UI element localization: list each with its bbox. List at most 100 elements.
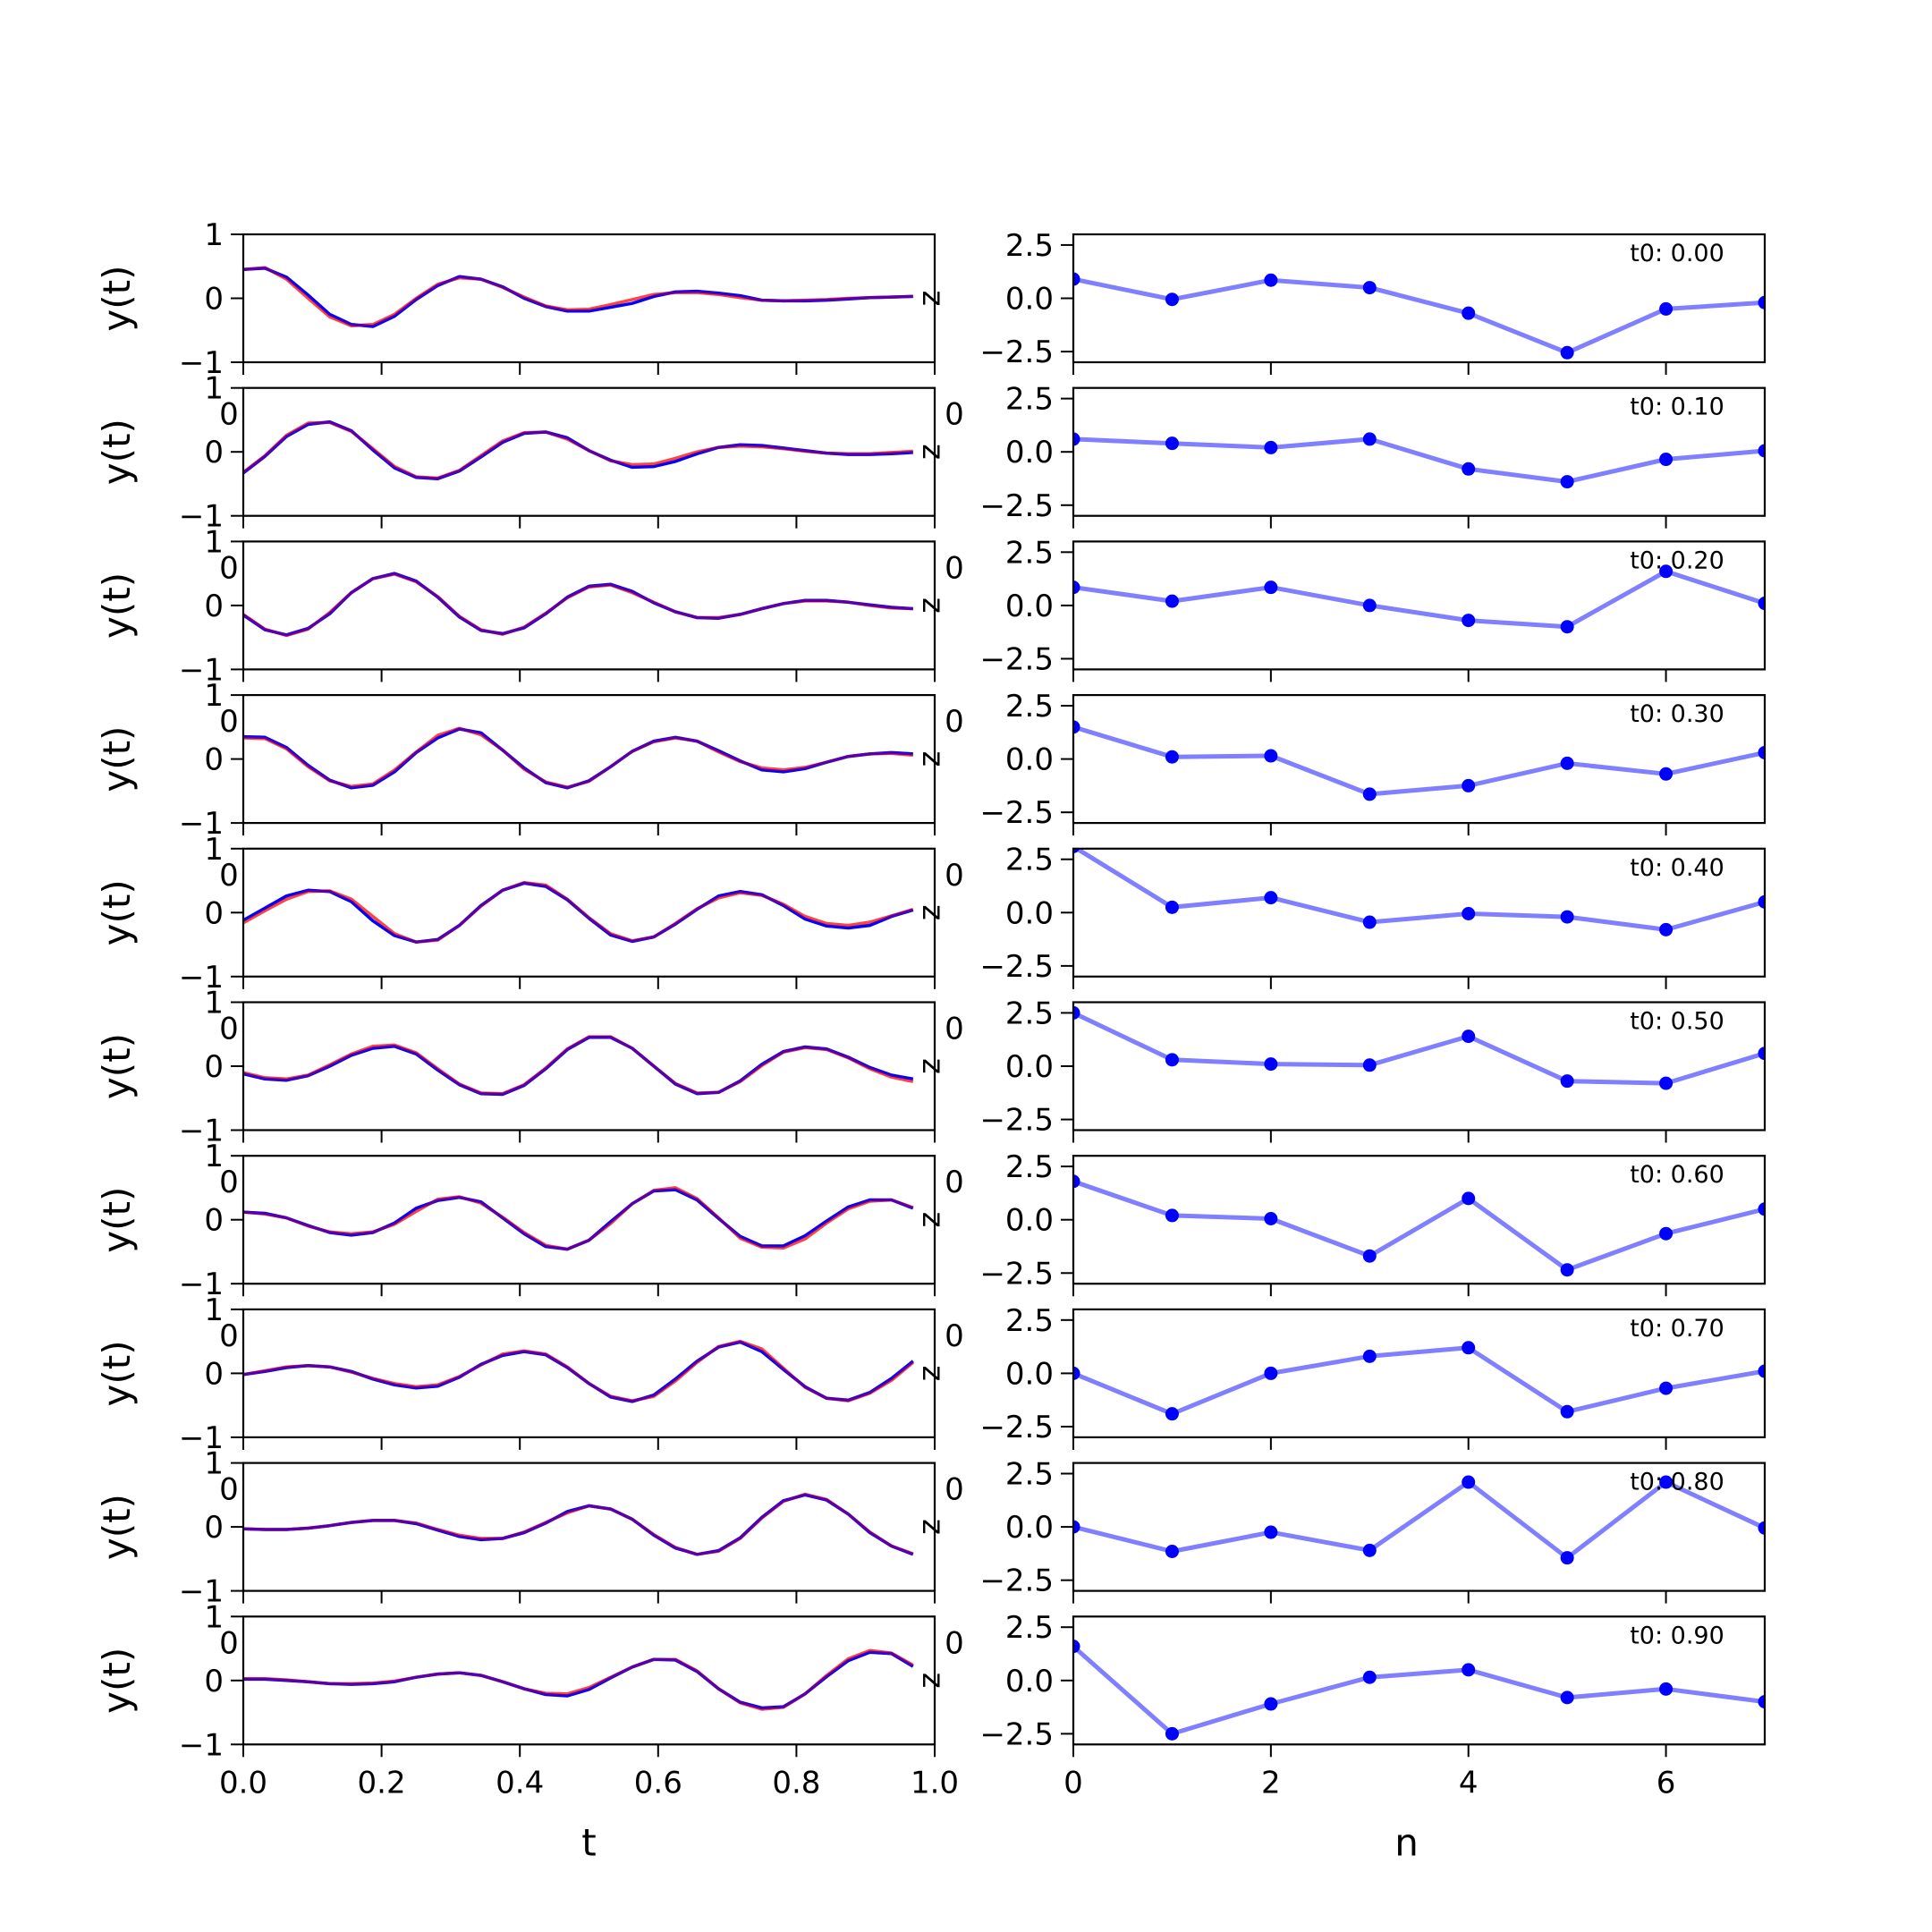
left-side-glyph: z (912, 1673, 948, 1689)
blue-series-line (243, 1650, 914, 1710)
left-xtick-label: 0.6 (634, 1765, 682, 1801)
left-overlap-tick-label: 0 (219, 1318, 239, 1354)
left-overlap-tick-label: 0 (219, 397, 239, 433)
coefficient-point (1264, 1525, 1278, 1539)
blue-series-line (243, 419, 913, 480)
coefficient-point (1462, 462, 1476, 476)
right-panel-0: −2.5 0.0 2.5 t0: 0.00 (979, 228, 1767, 375)
red-series-line (243, 1035, 914, 1096)
t0-label: t0: 0.50 (1630, 1008, 1724, 1036)
right-overlap-tick-label: 0 (945, 1625, 964, 1661)
coefficient-line (1073, 1644, 1765, 1736)
coefficient-point (1264, 273, 1278, 287)
right-ytick-label: −2.5 (979, 1103, 1054, 1139)
right-ytick-label: 2.5 (1005, 1303, 1054, 1339)
coefficient-point (1462, 1341, 1476, 1355)
right-series-group (1073, 432, 1765, 489)
coefficient-point (1560, 620, 1574, 634)
left-ytick-label: 1 (204, 371, 224, 407)
left-overlap-tick-label: 0 (219, 1625, 239, 1661)
coefficient-point (1264, 1057, 1278, 1072)
left-overlap-tick-label: 0 (219, 704, 239, 740)
right-overlap-tick-label: 0 (945, 858, 964, 894)
left-axes-frame (242, 540, 936, 671)
right-ytick-label: 2.5 (1005, 689, 1054, 724)
coefficient-point (1073, 848, 1080, 853)
t0-label: t0: 0.40 (1630, 854, 1724, 882)
left-ytick-label: −1 (179, 499, 224, 535)
left-ytick-label: 0 (204, 1356, 224, 1392)
coefficient-point (1758, 1364, 1765, 1378)
left-ytick-label: 1 (204, 986, 224, 1021)
right-panel-7: −2.5 0.0 2.5 0 t0: 0.70 (945, 1303, 1767, 1450)
coefficient-point (1560, 1263, 1574, 1277)
coefficient-point (1462, 1191, 1476, 1206)
left-ytick-label: −1 (179, 1574, 224, 1610)
coefficient-line (1073, 1345, 1765, 1417)
coefficient-point (1264, 1697, 1278, 1711)
coefficient-point (1073, 1366, 1080, 1380)
left-side-glyph: z (912, 1519, 948, 1535)
blue-series-line (243, 267, 913, 328)
coefficient-point (1659, 1226, 1674, 1241)
left-ytick-label: 1 (204, 1446, 224, 1482)
coefficient-point (1264, 1366, 1278, 1380)
coefficient-line (1073, 848, 1765, 932)
left-ylabel: y(t) (95, 1494, 139, 1560)
right-xtick-label: 2 (1261, 1765, 1281, 1801)
right-overlap-tick-label: 0 (945, 1318, 964, 1354)
right-xtick-label: 6 (1657, 1765, 1676, 1801)
coefficient-point (1560, 1690, 1574, 1705)
coefficient-point (1362, 915, 1377, 929)
coefficient-point (1758, 894, 1765, 909)
coefficient-point (1659, 301, 1674, 316)
left-overlap-tick-label: 0 (219, 1472, 239, 1508)
coefficient-point (1073, 1005, 1080, 1020)
blue-series-line (243, 881, 914, 944)
right-overlap-tick-label: 0 (945, 1472, 964, 1508)
right-series-group (1073, 1005, 1765, 1090)
left-ytick-label: 0 (204, 1510, 224, 1546)
t0-label: t0: 0.80 (1630, 1469, 1724, 1496)
coefficient-point (1659, 1475, 1674, 1489)
left-ytick-label: 0 (204, 1203, 224, 1239)
right-ytick-label: −2.5 (979, 1410, 1054, 1445)
coefficient-point (1165, 292, 1179, 307)
left-ytick-label: 0 (204, 435, 224, 470)
red-series-overlay (243, 1035, 914, 1096)
coefficient-line (1073, 1011, 1765, 1086)
red-series-overlay (243, 1186, 914, 1251)
coefficient-point (1165, 436, 1179, 451)
coefficient-point (1758, 295, 1765, 309)
coefficient-point (1758, 745, 1765, 759)
left-ylabel: y(t) (95, 879, 139, 945)
coefficient-point (1362, 1543, 1377, 1557)
left-xlabel: t (581, 1820, 596, 1864)
left-axes-frame (242, 847, 936, 978)
coefficient-point (1362, 281, 1377, 295)
left-series-group (243, 266, 913, 328)
right-series-group (1073, 1341, 1765, 1421)
coefficient-point (1073, 272, 1080, 286)
right-ytick-label: 0.0 (1005, 282, 1054, 318)
left-panel-0: −1 0 1 z y(t) (95, 217, 948, 381)
left-side-glyph: z (912, 597, 948, 614)
coefficient-point (1462, 1663, 1476, 1677)
coefficient-point (1165, 1208, 1179, 1223)
left-ylabel: y(t) (95, 265, 139, 331)
red-series-line (243, 266, 913, 327)
right-ytick-label: 0.0 (1005, 1049, 1054, 1085)
coefficient-point (1659, 1682, 1674, 1696)
right-series-group (1073, 272, 1765, 360)
left-ytick-label: −1 (179, 806, 224, 842)
coefficient-point (1560, 1551, 1574, 1565)
right-series-group (1073, 848, 1765, 936)
red-series-overlay (243, 1339, 914, 1402)
coefficient-point (1560, 1074, 1574, 1089)
left-axes-frame (242, 693, 936, 825)
coefficient-point (1758, 444, 1765, 458)
